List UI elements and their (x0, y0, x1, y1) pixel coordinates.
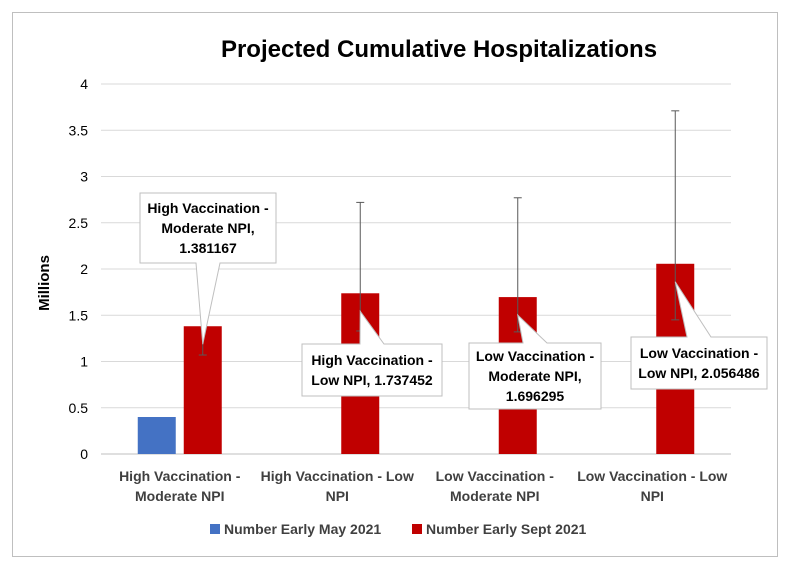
x-category-label: NPI (641, 488, 664, 504)
data-label: Moderate NPI, (161, 220, 254, 236)
legend: Number Early May 2021 Number Early Sept 2… (210, 521, 587, 537)
chart-canvas: Projected Cumulative Hospitalizations Mi… (36, 36, 768, 537)
callout-box (139, 192, 277, 345)
y-tick-label: 1 (80, 354, 88, 370)
callout-3: Low Vaccination - Moderate NPI, 1.696295 (468, 313, 602, 410)
x-axis-categories: High Vaccination - Moderate NPI High Vacci… (119, 468, 727, 504)
data-label: Low NPI, 2.056486 (638, 365, 760, 381)
chart-frame: Projected Cumulative Hospitalizations Mi… (12, 12, 778, 557)
callout-box (630, 281, 768, 390)
data-label: High Vaccination - (311, 352, 433, 368)
callout-box (301, 309, 443, 397)
y-tick-label: 0.5 (69, 400, 89, 416)
legend-label: Number Early May 2021 (224, 521, 381, 537)
data-label-callouts: High Vaccination -Moderate NPI,1.381167H… (139, 192, 768, 410)
y-tick-label: 0 (80, 446, 88, 462)
legend-swatch (210, 524, 220, 534)
data-label: High Vaccination - (147, 200, 269, 216)
x-category-label: Moderate NPI (135, 488, 224, 504)
data-label: 1.381167 (179, 240, 237, 256)
data-label: Low Vaccination - (476, 348, 595, 364)
x-category-label: Low Vaccination - Low (577, 468, 727, 484)
bar-may-1 (137, 417, 176, 454)
y-tick-label: 1.5 (69, 307, 89, 323)
chart-title: Projected Cumulative Hospitalizations (221, 36, 657, 63)
y-tick-label: 3 (80, 169, 88, 185)
y-axis-ticks: 0 0.5 1 1.5 2 2.5 3 3.5 4 (69, 76, 89, 462)
y-tick-label: 3.5 (69, 122, 89, 138)
data-label: 1.696295 (506, 388, 565, 404)
callout-4: Low Vaccination - Low NPI, 2.056486 (630, 281, 768, 390)
callout-2: High Vaccination - Low NPI, 1.737452 (301, 309, 443, 397)
data-label: Low NPI, 1.737452 (311, 372, 433, 388)
legend-label: Number Early Sept 2021 (426, 521, 587, 537)
x-category-label: NPI (326, 488, 349, 504)
y-axis-label: Millions (36, 255, 53, 311)
x-category-label: Low Vaccination - (436, 468, 555, 484)
legend-swatch (412, 524, 422, 534)
y-tick-label: 2.5 (69, 215, 89, 231)
data-label: Moderate NPI, (488, 368, 581, 384)
callout-1: High Vaccination - Moderate NPI, 1.381167 (139, 192, 277, 345)
x-category-label: Moderate NPI (450, 488, 539, 504)
y-tick-label: 2 (80, 261, 88, 277)
data-label: Low Vaccination - (640, 345, 759, 361)
x-category-label: High Vaccination - (119, 468, 241, 484)
x-category-label: High Vaccination - Low (261, 468, 414, 484)
y-tick-label: 4 (80, 76, 88, 92)
callout-box (468, 313, 602, 410)
